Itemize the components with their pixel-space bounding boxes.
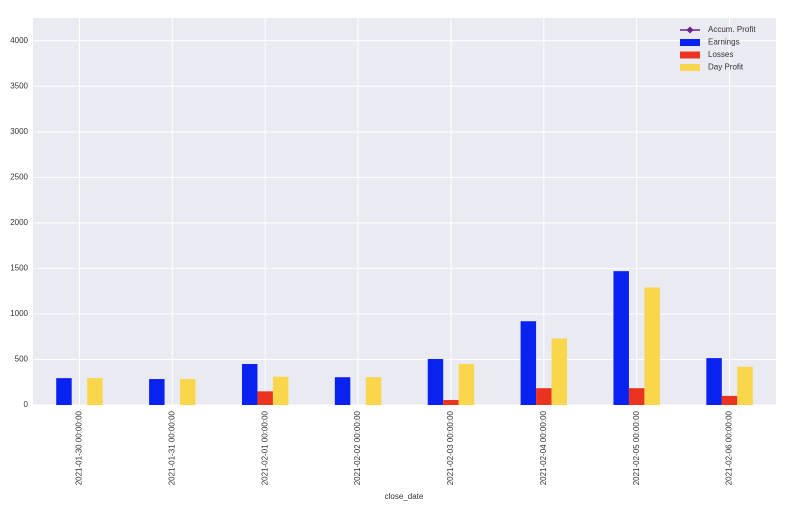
bar: [180, 379, 196, 405]
bar: [334, 377, 351, 405]
x-tick-label: 2021-01-30 00:00:00: [75, 410, 84, 485]
legend-label: Earnings: [708, 38, 740, 47]
grid: [33, 18, 776, 406]
legend-marker: [686, 26, 694, 34]
legend-swatch: [680, 51, 700, 59]
bar: [458, 364, 475, 405]
legend-label: Day Profit: [708, 63, 744, 72]
bar: [721, 395, 738, 405]
x-tick-label: 2021-02-01 00:00:00: [260, 410, 269, 485]
marks: [56, 271, 753, 405]
bar: [87, 378, 103, 405]
y-tick-label: 2000: [10, 218, 28, 227]
bar: [149, 379, 165, 405]
y-tick-label: 3500: [10, 81, 28, 90]
bar: [427, 359, 444, 405]
legend: Accum. Profit Earnings Losses Day Profit: [680, 25, 756, 72]
bar: [706, 358, 722, 405]
legend-swatch: [680, 39, 700, 46]
bar: [737, 366, 753, 405]
x-tick-label: 2021-01-31 00:00:00: [167, 410, 176, 485]
x-tick-label: 2021-02-04 00:00:00: [539, 410, 548, 485]
x-axis-label: close_date: [385, 492, 424, 501]
bar: [365, 377, 382, 405]
bar: [241, 364, 258, 405]
bar: [56, 378, 72, 405]
x-tick-label: 2021-02-02 00:00:00: [353, 410, 362, 485]
legend-label: Losses: [708, 50, 733, 59]
legend-swatch: [680, 64, 700, 71]
bar: [272, 376, 289, 405]
bar: [613, 271, 629, 405]
x-tick-label: 2021-02-06 00:00:00: [725, 410, 734, 485]
x-tick-label: 2021-02-03 00:00:00: [446, 410, 455, 485]
bar: [536, 388, 552, 405]
y-tick-label: 3000: [10, 127, 28, 136]
bar: [551, 338, 568, 405]
bar: [257, 391, 273, 405]
x-tick-label: 2021-02-05 00:00:00: [632, 410, 641, 485]
bar: [628, 388, 645, 405]
bar: [520, 321, 537, 405]
bar: [443, 399, 459, 405]
y-tick-label: 500: [15, 355, 29, 364]
legend-label: Accum. Profit: [708, 25, 756, 34]
y-tick-label: 4000: [10, 36, 28, 45]
bar: [644, 287, 660, 405]
y-tick-label: 1000: [10, 309, 28, 318]
y-tick-label: 0: [24, 400, 29, 409]
y-tick-label: 1500: [10, 264, 28, 273]
plot-area: [33, 18, 776, 405]
y-tick-label: 2500: [10, 172, 28, 181]
